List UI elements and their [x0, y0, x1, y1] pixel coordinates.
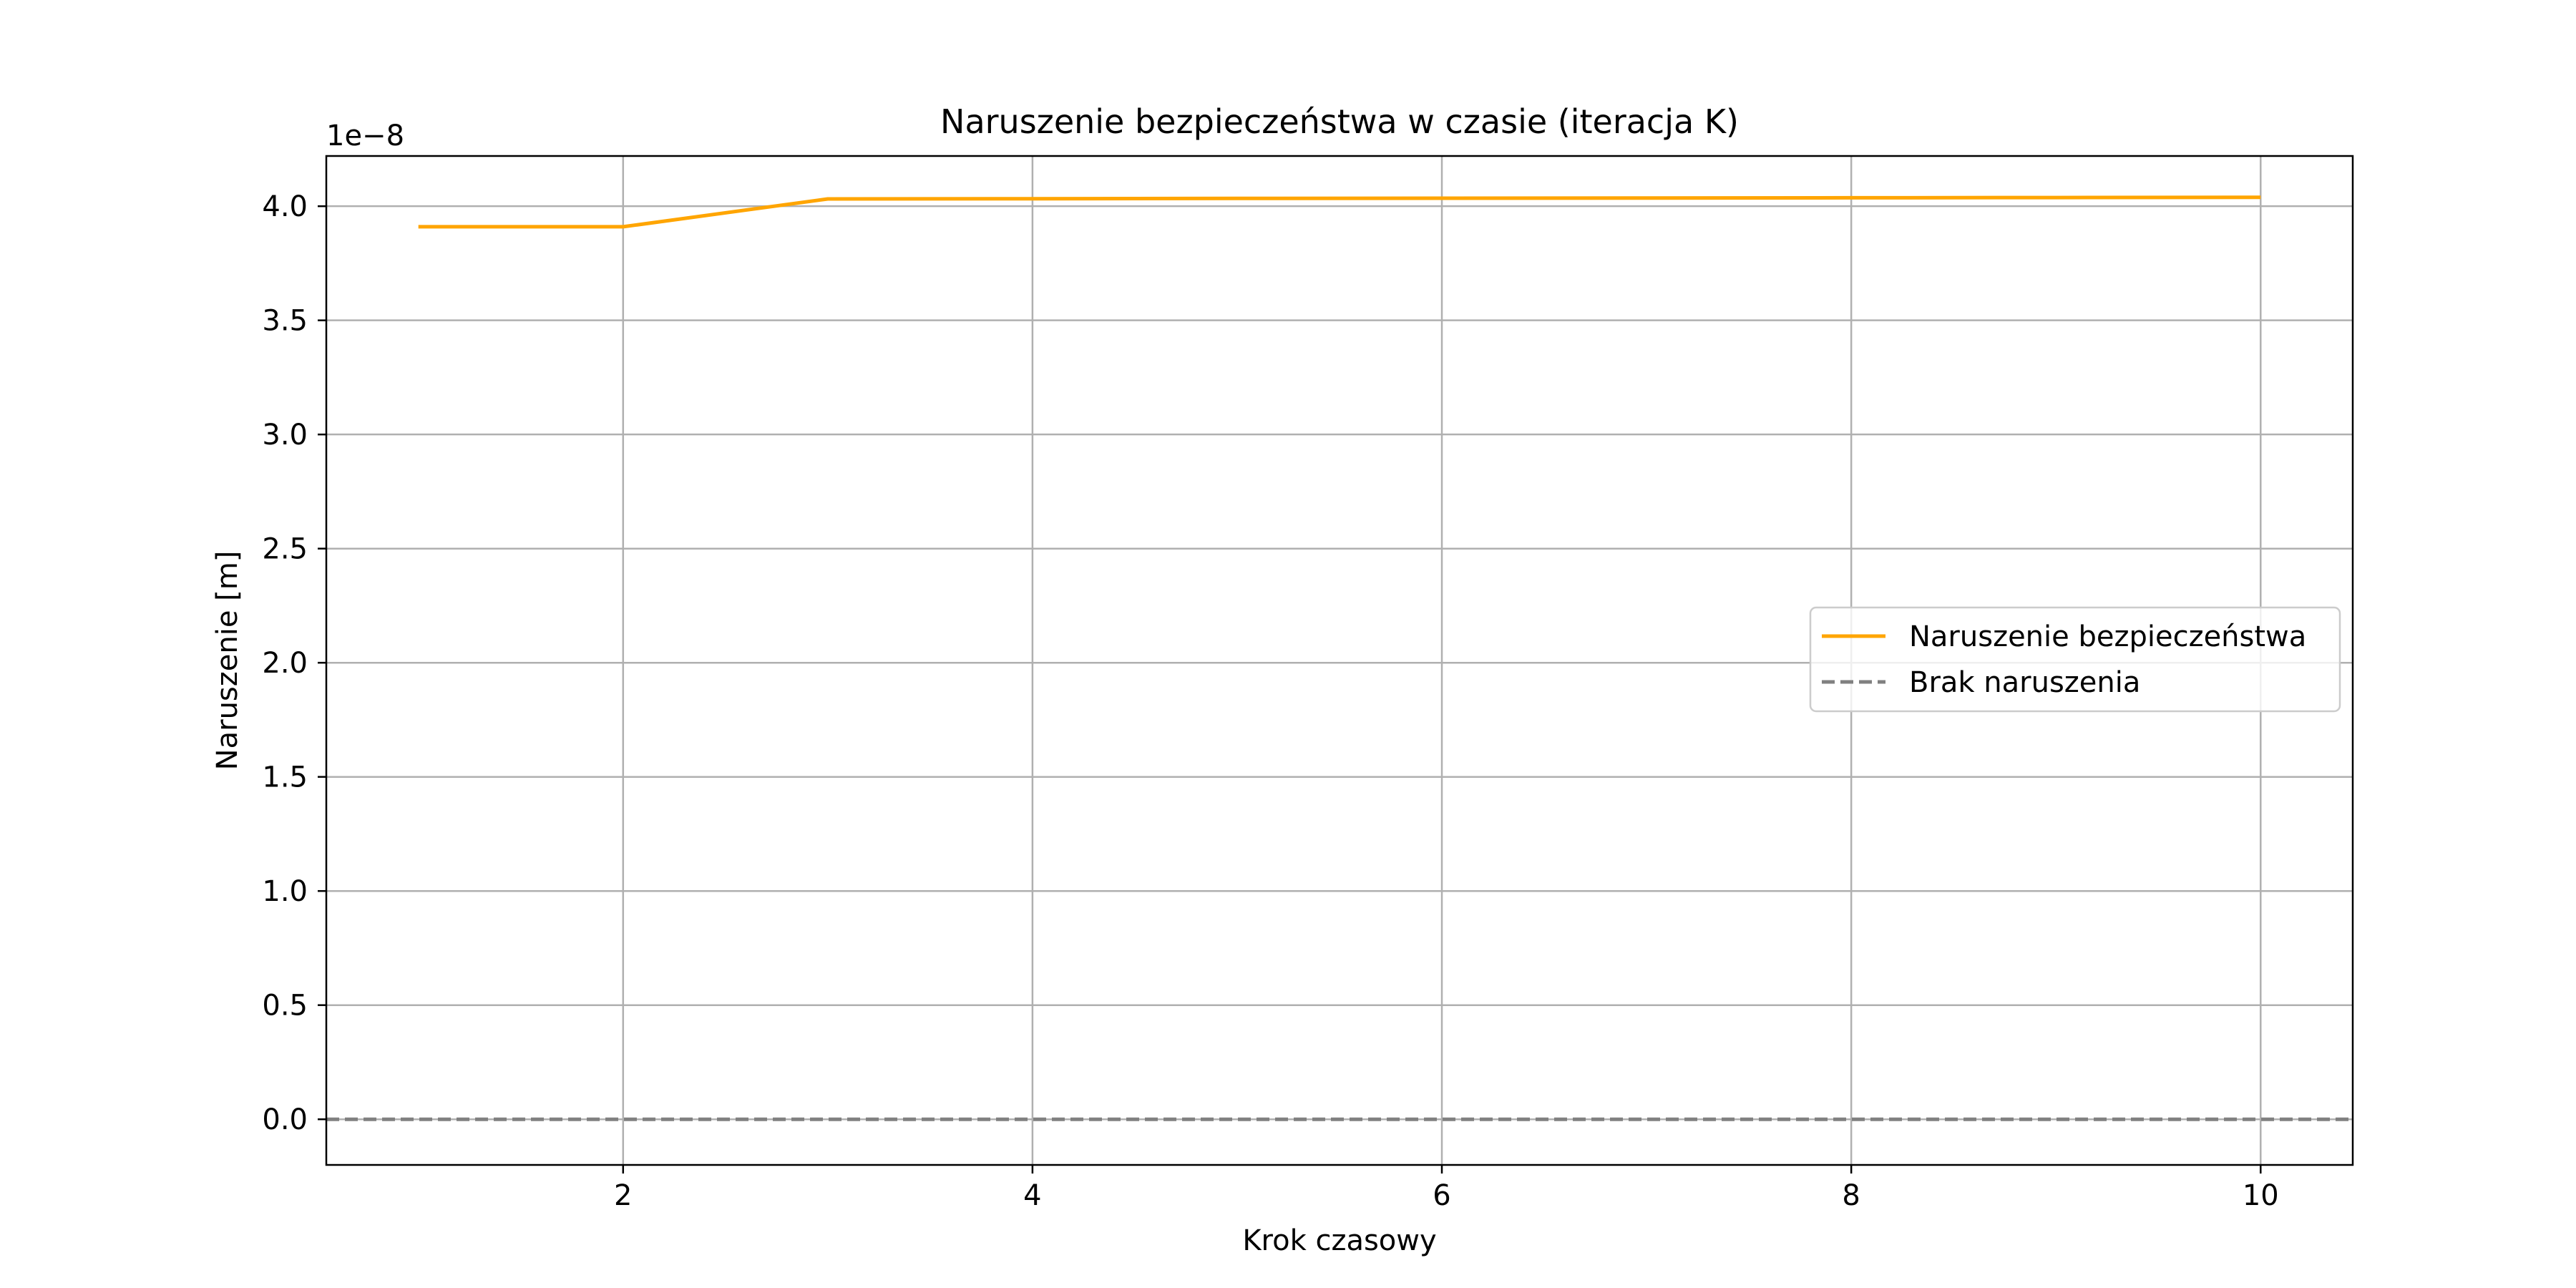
series-line-violation — [418, 195, 2261, 229]
y-tick-label: 3.0 — [262, 419, 308, 452]
y-tick-label: 2.5 — [262, 533, 308, 566]
x-tick-label: 2 — [614, 1179, 632, 1212]
x-tick-label: 10 — [2243, 1179, 2279, 1212]
y-tick-label: 4.0 — [262, 190, 308, 223]
x-tick-label: 8 — [1842, 1179, 1860, 1212]
legend-label-no-violation: Brak naruszenia — [1909, 666, 2140, 699]
legend-label-violation: Naruszenie bezpieczeństwa — [1909, 620, 2306, 653]
y-tick-label: 3.5 — [262, 305, 308, 338]
x-tick-label: 4 — [1023, 1179, 1041, 1212]
y-tick-label: 0.5 — [262, 990, 308, 1023]
y-axis-label: Naruszenie [m] — [211, 551, 244, 771]
chart-title: Naruszenie bezpieczeństwa w czasie (iter… — [940, 102, 1739, 141]
y-tick-label: 1.0 — [262, 875, 308, 908]
series-layer — [326, 195, 2353, 1121]
y-tick-label: 0.0 — [262, 1103, 308, 1136]
legend-box — [1809, 606, 2341, 713]
y-offset-label: 1e−8 — [326, 119, 404, 152]
x-axis-label: Krok czasowy — [1242, 1224, 1436, 1257]
x-tick-label: 6 — [1433, 1179, 1450, 1212]
legend: Naruszenie bezpieczeństwa Brak naruszeni… — [1809, 606, 2341, 713]
axis-ticks: 2 4 6 8 10 0.0 0.5 1.0 1.5 2.0 2.5 3.0 3.5 4.0 — [262, 190, 2278, 1212]
plot-frame — [325, 155, 2354, 1166]
y-tick-label: 1.5 — [262, 761, 308, 794]
y-tick-label: 2.0 — [262, 647, 308, 680]
